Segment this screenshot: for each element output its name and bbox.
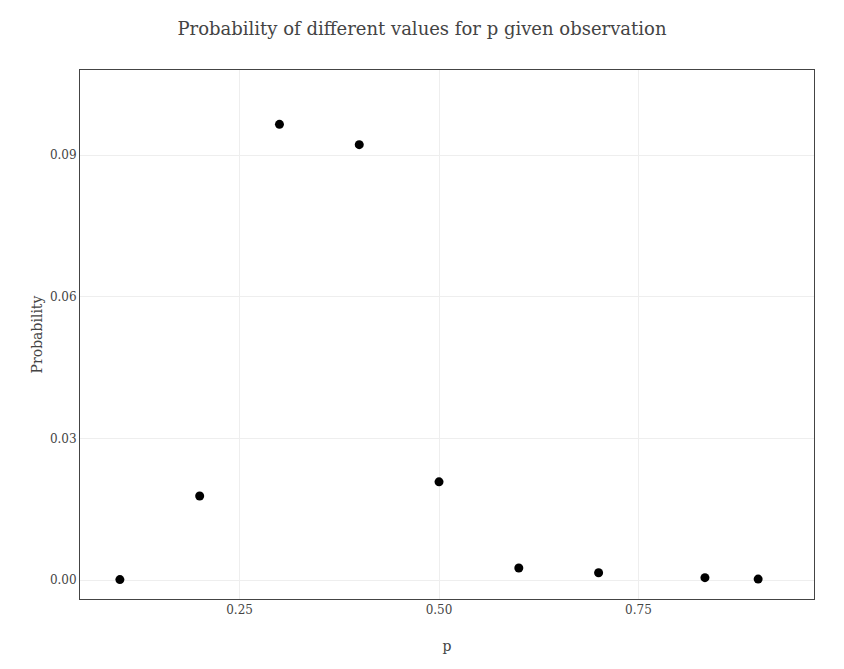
- svg-text:Probability: Probability: [29, 296, 45, 374]
- svg-text:0.06: 0.06: [50, 290, 77, 304]
- svg-text:0.75: 0.75: [625, 603, 652, 617]
- svg-text:0.09: 0.09: [50, 148, 77, 162]
- svg-text:0.50: 0.50: [426, 603, 453, 617]
- svg-text:0.03: 0.03: [50, 432, 77, 446]
- svg-text:0.00: 0.00: [50, 573, 77, 587]
- svg-text:0.25: 0.25: [226, 603, 253, 617]
- svg-text:Probability of different value: Probability of different values for p gi…: [178, 18, 667, 39]
- svg-text:p: p: [443, 638, 452, 654]
